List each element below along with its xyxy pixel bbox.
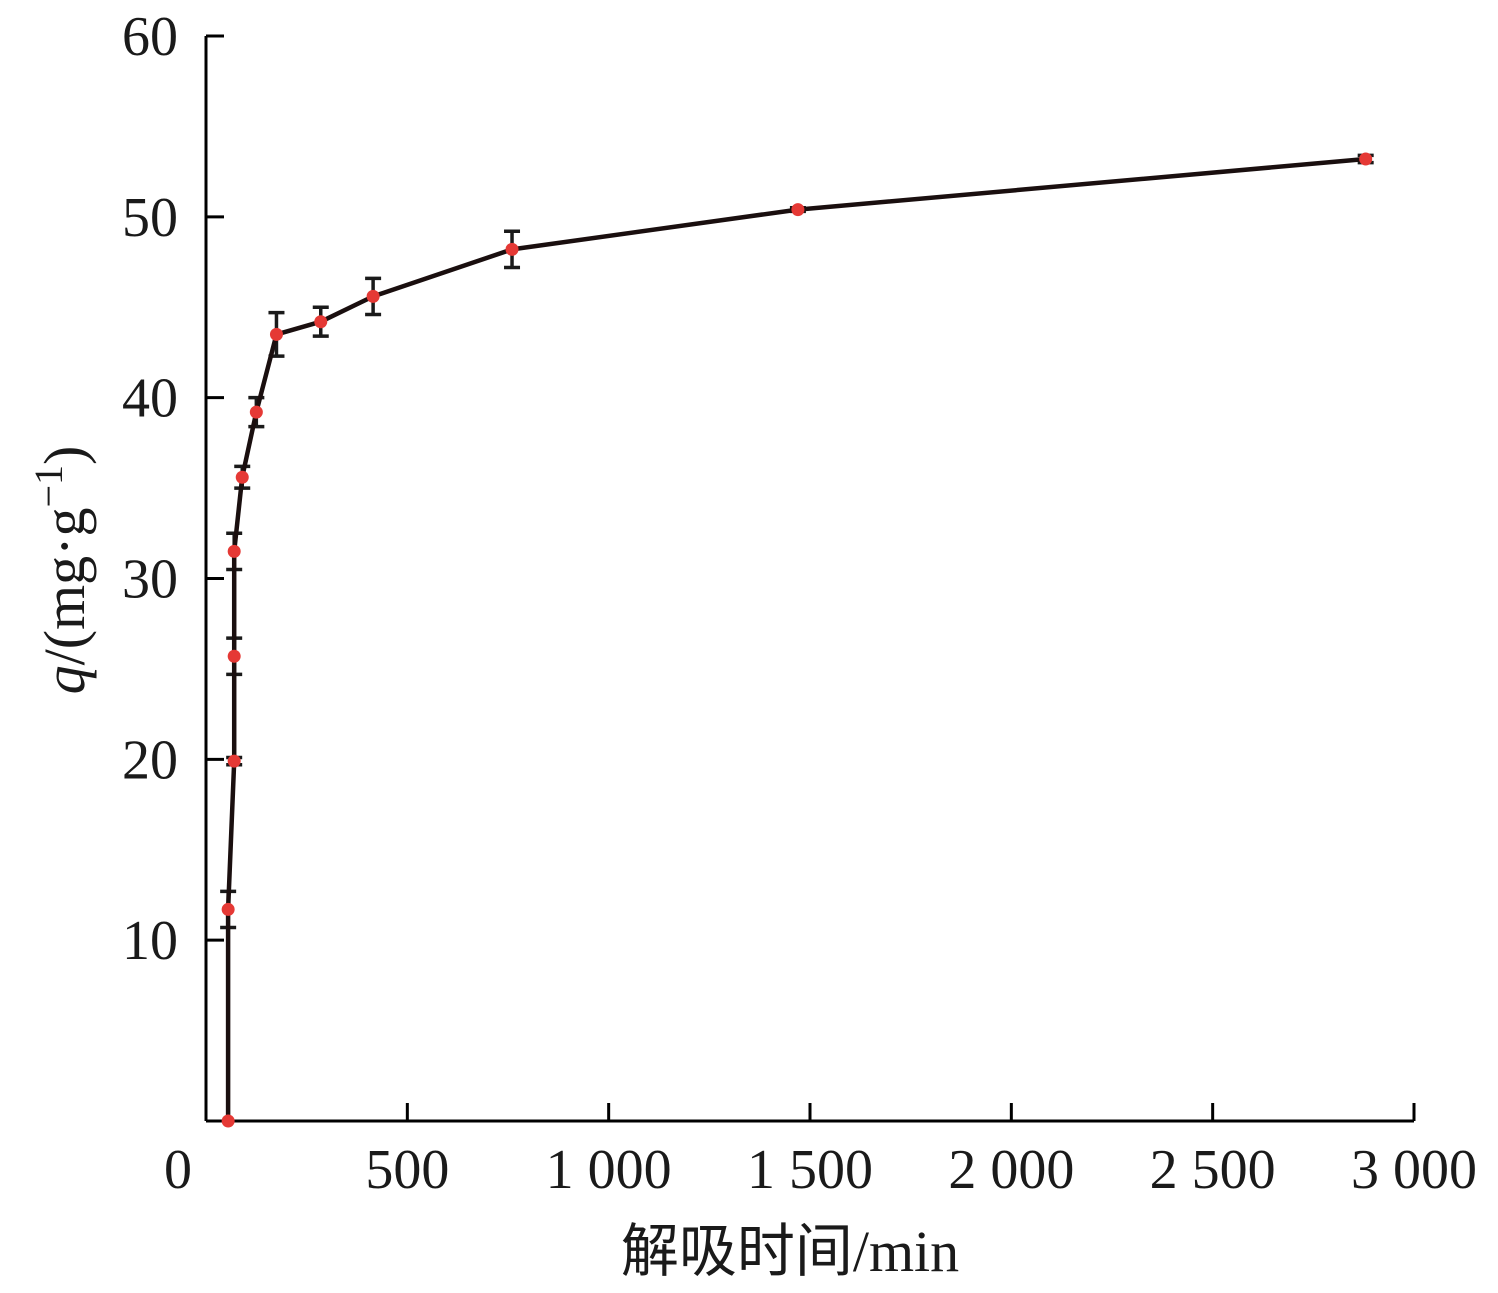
data-point <box>1359 152 1373 166</box>
y-axis-unit-close: ) <box>32 446 97 465</box>
x-axis-title: 解吸时间/min <box>621 1219 959 1284</box>
data-point <box>791 203 805 217</box>
series-line <box>225 156 1366 1121</box>
data-point <box>249 405 263 419</box>
error-bars <box>220 153 1374 930</box>
data-point <box>227 544 241 558</box>
x-tick-label: 1 500 <box>747 1139 873 1201</box>
data-point <box>227 754 241 768</box>
data-point <box>227 649 241 663</box>
y-tick-label: 30 <box>122 549 178 611</box>
y-axis-unit: /(mg·g <box>32 508 97 666</box>
data-point <box>269 327 283 341</box>
data-point <box>505 242 519 256</box>
y-axis-variable: q <box>32 665 97 694</box>
y-tick-label: 60 <box>122 6 178 68</box>
x-tick-label: 500 <box>365 1139 449 1201</box>
data-point <box>221 1114 235 1128</box>
data-points <box>221 152 1373 1128</box>
data-point <box>366 289 380 303</box>
y-tick-label: 50 <box>122 187 178 249</box>
x-tick-label: 2 500 <box>1150 1139 1276 1201</box>
x-tick-label: 3 000 <box>1351 1139 1477 1201</box>
data-point <box>314 315 328 329</box>
y-axis-unit-exponent: −1 <box>26 465 71 508</box>
y-tick-label: 10 <box>122 910 178 972</box>
y-axis-title: q/(mg·g−1) <box>26 446 97 695</box>
axes: 0 500 1 000 1 500 2 000 2 500 3 000 10 20 30 40 50 6… <box>122 6 1477 1201</box>
data-point <box>235 470 249 484</box>
y-tick-label: 40 <box>122 368 178 430</box>
x-tick-label: 1 000 <box>546 1139 672 1201</box>
x-tick-label: 0 <box>164 1139 192 1201</box>
y-tick-label: 20 <box>122 729 178 791</box>
x-tick-label: 2 000 <box>948 1139 1074 1201</box>
svg-text:q/(mg·g−1): q/(mg·g−1) <box>26 446 97 695</box>
data-point <box>221 902 235 916</box>
